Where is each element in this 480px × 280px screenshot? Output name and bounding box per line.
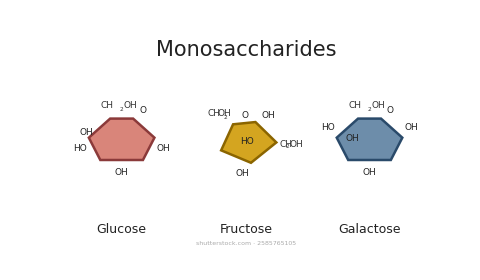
Text: CH: CH [206, 109, 219, 118]
Text: 2: 2 [367, 107, 371, 112]
Text: CH: CH [100, 101, 113, 110]
Text: OH: OH [123, 101, 137, 110]
Text: CH: CH [279, 140, 292, 149]
Text: CH: CH [348, 101, 360, 110]
Text: 2: 2 [285, 144, 289, 149]
Text: Monosaccharides: Monosaccharides [156, 40, 336, 60]
Text: O: O [241, 111, 248, 120]
Polygon shape [89, 119, 154, 160]
Text: Galactose: Galactose [337, 223, 400, 236]
Polygon shape [221, 122, 276, 163]
Text: OH: OH [261, 111, 274, 120]
Text: Fructose: Fructose [219, 223, 273, 236]
Text: 2: 2 [223, 115, 227, 120]
Polygon shape [336, 119, 401, 160]
Text: OH: OH [80, 128, 94, 137]
Text: HO: HO [240, 137, 253, 146]
Text: OH: OH [288, 140, 302, 149]
Text: OH: OH [403, 123, 417, 132]
Text: OH: OH [156, 144, 170, 153]
Text: OH: OH [217, 109, 231, 118]
Text: shutterstock.com · 2585765105: shutterstock.com · 2585765105 [196, 241, 296, 246]
Text: OH: OH [235, 169, 248, 178]
Text: O: O [139, 106, 146, 115]
Text: Glucose: Glucose [96, 223, 146, 236]
Text: O: O [386, 106, 393, 115]
Text: 2: 2 [120, 107, 123, 112]
Text: OH: OH [345, 134, 359, 143]
Text: HO: HO [321, 123, 334, 132]
Text: OH: OH [370, 101, 384, 110]
Text: HO: HO [73, 144, 87, 153]
Text: OH: OH [115, 167, 128, 177]
Text: OH: OH [362, 167, 376, 177]
